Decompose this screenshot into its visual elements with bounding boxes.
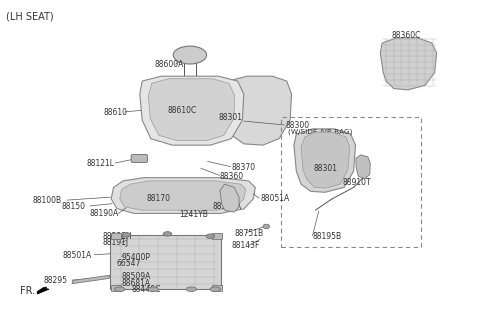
- Text: 88150: 88150: [61, 202, 85, 211]
- Text: 1241YB: 1241YB: [179, 210, 208, 219]
- Bar: [110, 235, 221, 289]
- Polygon shape: [111, 178, 255, 214]
- Text: 88600A: 88600A: [154, 60, 183, 69]
- Polygon shape: [72, 275, 110, 284]
- Text: 88910T: 88910T: [343, 178, 371, 187]
- Text: FR.: FR.: [20, 286, 35, 297]
- Polygon shape: [380, 38, 437, 90]
- Text: 88681A: 88681A: [121, 279, 151, 288]
- Bar: [281, 117, 421, 247]
- Text: (LH SEAT): (LH SEAT): [6, 11, 54, 21]
- Text: 88143F: 88143F: [231, 241, 260, 251]
- Text: 88300: 88300: [285, 121, 310, 130]
- Polygon shape: [294, 129, 356, 192]
- Bar: [111, 233, 120, 239]
- Ellipse shape: [186, 287, 197, 292]
- Text: 66547: 66547: [117, 259, 141, 268]
- Text: 88521A: 88521A: [212, 202, 241, 212]
- Text: 88501A: 88501A: [62, 251, 92, 259]
- Text: 88509A: 88509A: [121, 272, 151, 281]
- Text: 88370: 88370: [231, 163, 255, 172]
- Ellipse shape: [163, 232, 172, 236]
- Ellipse shape: [115, 287, 125, 292]
- Text: 88190A: 88190A: [90, 209, 119, 218]
- Text: 88449C: 88449C: [131, 285, 161, 294]
- Text: 88195B: 88195B: [312, 232, 342, 241]
- Ellipse shape: [206, 234, 215, 238]
- Text: 95400P: 95400P: [121, 253, 151, 262]
- Text: (W/SIDE AIR BAG): (W/SIDE AIR BAG): [288, 128, 352, 135]
- Text: 88100B: 88100B: [33, 196, 61, 205]
- Polygon shape: [120, 181, 246, 210]
- Bar: [212, 285, 222, 291]
- Bar: [111, 285, 120, 291]
- Ellipse shape: [122, 233, 131, 237]
- Polygon shape: [148, 79, 235, 141]
- Text: 88191J: 88191J: [103, 238, 129, 247]
- Text: 88610: 88610: [104, 108, 128, 117]
- Bar: [212, 233, 222, 239]
- Text: 88532H: 88532H: [103, 232, 132, 241]
- Polygon shape: [226, 76, 291, 145]
- Text: 88610C: 88610C: [168, 106, 197, 115]
- Ellipse shape: [210, 287, 220, 292]
- Text: 88121L: 88121L: [86, 159, 114, 168]
- Text: 88301: 88301: [218, 113, 242, 122]
- Polygon shape: [356, 155, 370, 179]
- Text: 88051A: 88051A: [260, 194, 289, 203]
- Polygon shape: [220, 184, 239, 212]
- FancyBboxPatch shape: [131, 154, 147, 162]
- Text: 88295: 88295: [43, 276, 67, 285]
- Ellipse shape: [173, 46, 206, 64]
- Text: 88360: 88360: [220, 172, 244, 181]
- Text: 88170: 88170: [147, 194, 171, 203]
- Ellipse shape: [148, 287, 158, 292]
- Text: 88751B: 88751B: [234, 229, 264, 238]
- Text: 88301: 88301: [314, 164, 338, 174]
- Polygon shape: [37, 287, 49, 294]
- Text: 88360C: 88360C: [392, 31, 421, 40]
- Ellipse shape: [263, 224, 270, 229]
- Polygon shape: [140, 76, 244, 145]
- Polygon shape: [301, 132, 350, 188]
